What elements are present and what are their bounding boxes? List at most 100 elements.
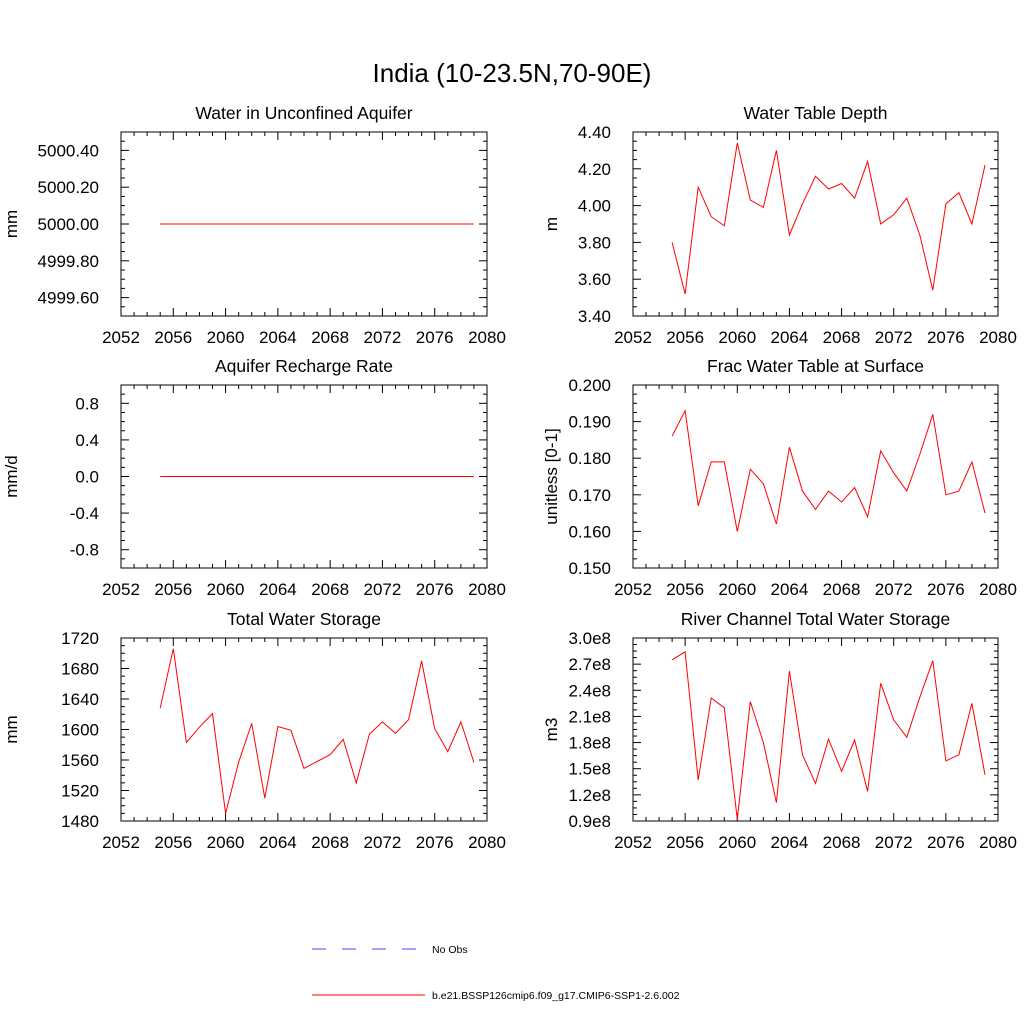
y-tick-label: 5000.40 <box>38 141 99 160</box>
x-tick-label: 2076 <box>416 328 454 347</box>
panel-title: Water Table Depth <box>744 103 888 123</box>
y-tick-label: 0.200 <box>568 376 611 395</box>
y-tick-label: 1720 <box>61 629 99 648</box>
x-tick-label: 2072 <box>875 833 913 852</box>
chart-panel-3: 2052 2056 2060 2064 2068 2072 2076 2080 -0.8 -0.4… <box>2 356 506 599</box>
y-tick-label: 4999.80 <box>38 252 99 271</box>
x-tick-label: 2060 <box>207 328 245 347</box>
x-tick-label: 2060 <box>718 833 756 852</box>
x-tick-label: 2072 <box>364 580 402 599</box>
y-axis-label: mm/d <box>2 455 21 498</box>
x-tick-label: 2052 <box>614 328 652 347</box>
y-tick-label: 0.190 <box>568 413 611 432</box>
x-tick-label: 2068 <box>823 580 861 599</box>
x-tick-label: 2052 <box>102 328 140 347</box>
series-line <box>671 142 986 295</box>
figure-title: India (10-23.5N,70-90E) <box>373 58 652 88</box>
x-tick-label: 2052 <box>102 580 140 599</box>
y-tick-label: 1640 <box>61 690 99 709</box>
y-tick-label: 1680 <box>61 660 99 679</box>
y-tick-label: 2.1e8 <box>568 707 611 726</box>
x-tick-label: 2076 <box>416 580 454 599</box>
y-tick-label: 3.60 <box>578 270 611 289</box>
x-tick-label: 2076 <box>927 833 965 852</box>
panels-group: 2052 2056 2060 2064 2068 2072 2076 2080 4999.60 4… <box>2 103 1017 852</box>
y-axis-label: mm <box>2 210 21 238</box>
x-tick-label: 2060 <box>718 580 756 599</box>
x-tick-label: 2064 <box>259 580 297 599</box>
y-tick-label: 0.150 <box>568 559 611 578</box>
y-tick-label: 4999.60 <box>38 289 99 308</box>
y-tick-label: 3.0e8 <box>568 629 611 648</box>
chart-panel-4: 2052 2056 2060 2064 2068 2072 2076 2080 0.150 0.1… <box>542 356 1017 599</box>
x-tick-label: 2056 <box>666 580 704 599</box>
y-tick-label: 0.4 <box>75 431 99 450</box>
legend-entry-model: b.e21.BSSP126cmip6.f09_g17.CMIP6-SSP1-2.… <box>312 990 680 1002</box>
x-tick-label: 2060 <box>207 580 245 599</box>
y-axis-label: mm <box>2 715 21 743</box>
x-tick-label: 2056 <box>666 328 704 347</box>
y-tick-label: 4.20 <box>578 160 611 179</box>
x-tick-label: 2068 <box>311 580 349 599</box>
chart-panel-5: 2052 2056 2060 2064 2068 2072 2076 2080 1480 1520… <box>2 609 506 852</box>
x-tick-label: 2068 <box>311 833 349 852</box>
panel-title: Water in Unconfined Aquifer <box>195 103 412 123</box>
x-tick-label: 2064 <box>771 328 809 347</box>
y-tick-label: 1600 <box>61 721 99 740</box>
x-tick-label: 2080 <box>468 328 506 347</box>
x-tick-label: 2056 <box>154 328 192 347</box>
y-tick-label: 0.160 <box>568 522 611 541</box>
y-tick-label: 1520 <box>61 782 99 801</box>
plot-frame <box>632 637 999 822</box>
x-tick-label: 2072 <box>364 328 402 347</box>
panel-title: Aquifer Recharge Rate <box>215 356 393 376</box>
y-tick-label: 5000.20 <box>38 178 99 197</box>
y-tick-label: 5000.00 <box>38 215 99 234</box>
x-tick-label: 2056 <box>666 833 704 852</box>
y-tick-label: 1.2e8 <box>568 786 611 805</box>
y-axis-label: unitless [0-1] <box>542 428 561 524</box>
x-tick-label: 2076 <box>927 580 965 599</box>
x-tick-label: 2068 <box>823 833 861 852</box>
y-tick-label: 0.9e8 <box>568 812 611 831</box>
chart-panel-1: 2052 2056 2060 2064 2068 2072 2076 2080 4999.60 4… <box>2 103 506 347</box>
x-tick-label: 2072 <box>364 833 402 852</box>
y-tick-label: 4.40 <box>578 123 611 142</box>
panel-title: Frac Water Table at Surface <box>707 356 924 376</box>
panel-title: Total Water Storage <box>227 609 381 629</box>
y-tick-label: 3.40 <box>578 307 611 326</box>
series-line <box>671 408 986 532</box>
y-tick-label: 4.00 <box>578 197 611 216</box>
x-tick-label: 2080 <box>468 580 506 599</box>
x-tick-label: 2064 <box>771 580 809 599</box>
x-tick-label: 2076 <box>927 328 965 347</box>
x-tick-label: 2068 <box>311 328 349 347</box>
x-tick-label: 2064 <box>259 833 297 852</box>
x-tick-label: 2076 <box>416 833 454 852</box>
x-tick-label: 2064 <box>771 833 809 852</box>
legend: No Obs b.e21.BSSP126cmip6.f09_g17.CMIP6-… <box>312 944 680 1002</box>
y-tick-label: -0.4 <box>70 504 99 523</box>
y-tick-label: 1.5e8 <box>568 760 611 779</box>
chart-panel-6: 2052 2056 2060 2064 2068 2072 2076 2080 0.9e8 1.2… <box>542 609 1017 852</box>
legend-label-model: b.e21.BSSP126cmip6.f09_g17.CMIP6-SSP1-2.… <box>432 990 680 1002</box>
y-axis-label: m <box>542 217 561 231</box>
x-tick-label: 2080 <box>979 580 1017 599</box>
y-tick-label: -0.8 <box>70 541 99 560</box>
y-tick-label: 1480 <box>61 812 99 831</box>
y-tick-label: 1.8e8 <box>568 734 611 753</box>
series-line <box>671 651 986 820</box>
series-line <box>159 648 475 814</box>
x-tick-label: 2052 <box>614 580 652 599</box>
y-tick-label: 0.180 <box>568 449 611 468</box>
y-axis-label: m3 <box>542 718 561 742</box>
x-tick-label: 2056 <box>154 580 192 599</box>
x-tick-label: 2072 <box>875 328 913 347</box>
x-tick-label: 2052 <box>102 833 140 852</box>
x-tick-label: 2080 <box>979 328 1017 347</box>
legend-entry-no-obs: No Obs <box>312 944 468 956</box>
x-tick-label: 2072 <box>875 580 913 599</box>
y-tick-label: 0.0 <box>75 468 99 487</box>
legend-label-no-obs: No Obs <box>432 944 468 956</box>
